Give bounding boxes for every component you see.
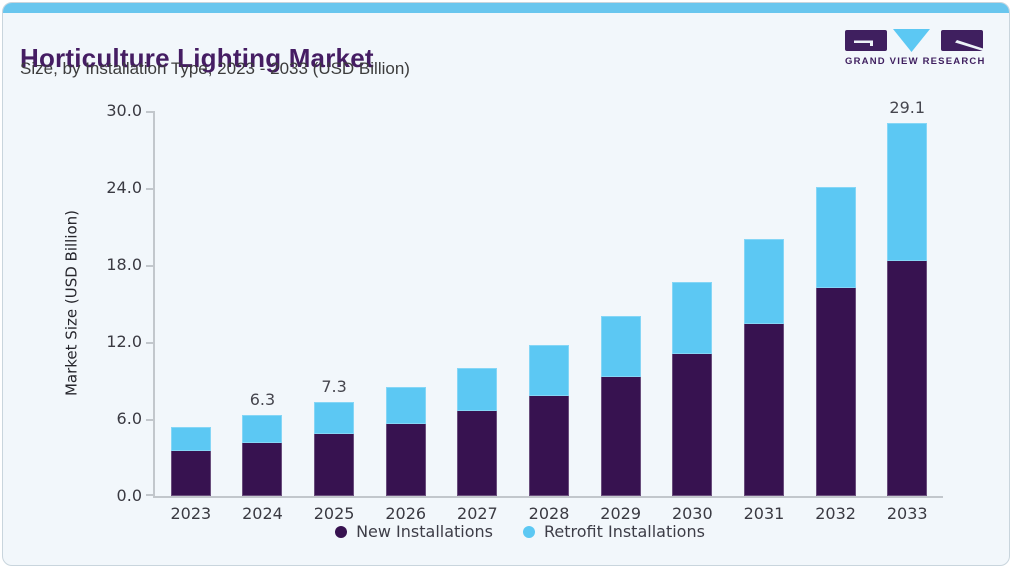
- bar-segment-retrofit: [887, 122, 928, 262]
- bar-segment-new: [672, 353, 713, 496]
- gvr-logo-mark: [845, 29, 983, 52]
- y-tick-label: 24.0: [106, 178, 142, 197]
- bar-segment-retrofit: [672, 281, 713, 354]
- y-tick-mark: [146, 494, 153, 496]
- bar-segment-retrofit: [385, 386, 426, 425]
- logo-v-triangle: [893, 29, 930, 52]
- legend-item: Retrofit Installations: [523, 524, 705, 540]
- bar-band: 2023: [155, 111, 227, 522]
- x-tick-label: 2028: [528, 504, 570, 523]
- bar-band: 6.3 2024: [227, 111, 299, 522]
- y-tick-label: 12.0: [106, 332, 142, 351]
- legend-label: New Installations: [356, 522, 493, 541]
- bar-segment-retrofit: [457, 367, 498, 412]
- bar-value-label: 29.1: [889, 97, 926, 117]
- bar-segment-retrofit: [743, 239, 784, 324]
- y-tick-mark: [146, 265, 153, 267]
- stacked-bar: [242, 415, 283, 496]
- bar-band: 2026: [370, 111, 442, 522]
- x-tick-label: 2026: [385, 504, 427, 523]
- logo-g-slash: [854, 40, 873, 46]
- bar-band: 2029: [585, 111, 657, 522]
- bar-value-label: 6.3: [249, 390, 276, 410]
- bar-bands: 2023 6.3 2024 7.3 2025 2026 2027 2028 2029 2030 20…: [155, 99, 943, 522]
- accent-top-bar: [3, 3, 1009, 13]
- page-title: Horticulture Lighting Market: [20, 43, 374, 74]
- x-tick-label: 2027: [457, 504, 498, 523]
- bar-band: 2027: [442, 111, 514, 522]
- bar-segment-new: [600, 376, 641, 496]
- y-tick-mark: [146, 111, 153, 113]
- bar-band: 2032: [800, 111, 872, 522]
- legend-label: Retrofit Installations: [544, 522, 705, 541]
- logo-r-slash: [955, 40, 983, 51]
- bar-segment-retrofit: [815, 186, 856, 289]
- y-tick-label: 6.0: [116, 409, 142, 428]
- bar-band: 29.1 2033: [871, 99, 943, 522]
- bar-segment-new: [743, 324, 784, 496]
- bar-segment-retrofit: [170, 426, 211, 452]
- y-tick-label: 18.0: [106, 255, 142, 274]
- y-tick-label: 30.0: [106, 101, 142, 120]
- bar-segment-new: [457, 411, 498, 496]
- bar-value-label: 7.3: [321, 377, 347, 397]
- bar-segment-new: [170, 451, 211, 496]
- chart-legend: New Installations Retrofit Installations: [31, 524, 1009, 540]
- stacked-bar: [457, 367, 498, 496]
- x-tick-label: 2033: [886, 504, 928, 523]
- bar-segment-retrofit: [314, 402, 355, 435]
- bar-segment-retrofit: [242, 415, 283, 444]
- bar-segment-retrofit: [600, 316, 641, 377]
- legend-swatch: [523, 526, 535, 538]
- y-axis-tick-labels: 0.0 6.0 12.0 18.0 24.0 30.0: [3, 103, 142, 504]
- y-tick-mark: [146, 419, 153, 421]
- stacked-bar: [743, 239, 784, 496]
- bar-segment-new: [529, 395, 570, 496]
- x-tick-label: 2024: [242, 504, 283, 523]
- logo-brand-text: GRAND VIEW RESEARCH: [845, 56, 986, 67]
- x-tick-label: 2030: [671, 504, 713, 523]
- bar-segment-new: [385, 424, 426, 496]
- page-subtitle: Size, by Installation Type, 2023 - 2033 …: [20, 59, 410, 78]
- legend-item: New Installations: [335, 524, 493, 540]
- x-tick-label: 2029: [600, 504, 642, 523]
- y-tick-label: 0.0: [116, 486, 142, 505]
- bar-segment-new: [887, 261, 928, 496]
- x-tick-label: 2031: [743, 504, 785, 523]
- bar-band: 2028: [513, 111, 585, 522]
- stacked-bar: [815, 186, 856, 496]
- stacked-bar: [314, 402, 355, 496]
- bar-band: 7.3 2025: [298, 111, 370, 522]
- gvr-logo: GRAND VIEW RESEARCH: [845, 29, 986, 67]
- stacked-bar: [672, 281, 713, 496]
- stacked-bar: [529, 344, 570, 496]
- bar-band: 2030: [656, 111, 728, 522]
- y-tick-mark: [146, 342, 153, 344]
- legend-swatch: [335, 526, 348, 538]
- bar-segment-new: [314, 434, 355, 496]
- stacked-bar: [600, 316, 641, 496]
- bar-band: 2031: [728, 111, 800, 522]
- bar-segment-new: [815, 288, 856, 496]
- bar-segment-retrofit: [529, 344, 570, 396]
- bar-segment-new: [242, 443, 283, 496]
- stacked-bar: [887, 122, 928, 496]
- x-tick-label: 2023: [170, 504, 212, 523]
- chart-card: Horticulture Lighting Market Size, by In…: [2, 2, 1010, 566]
- y-tick-mark: [146, 188, 153, 190]
- stacked-bar: [170, 426, 211, 496]
- plot-area: 2023 6.3 2024 7.3 2025 2026 2027 2028 2029 2030 20…: [146, 99, 943, 522]
- x-tick-label: 2025: [313, 504, 355, 523]
- stacked-bar: [385, 386, 426, 496]
- x-tick-label: 2032: [815, 504, 856, 523]
